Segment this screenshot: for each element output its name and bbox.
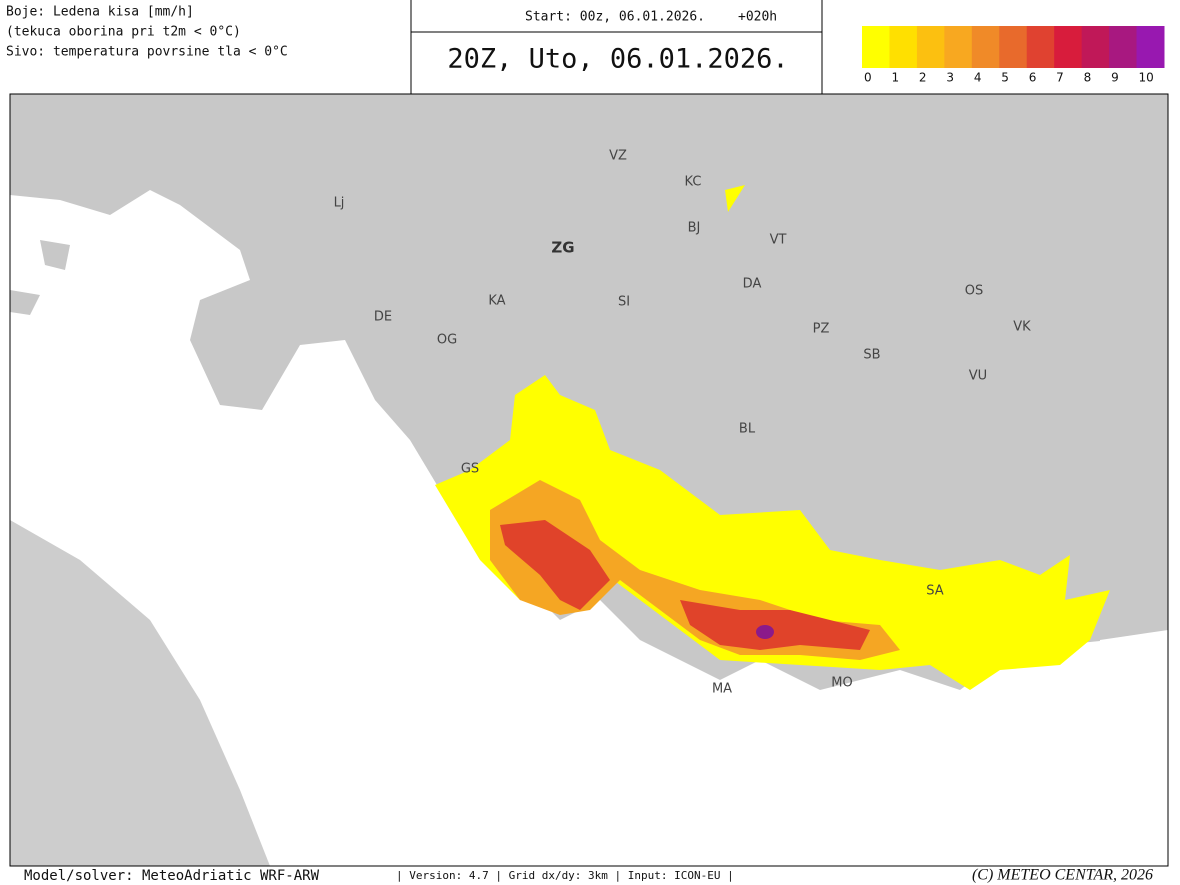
legend-text: Boje: Ledena kisa [mm/h] <box>6 5 194 20</box>
color-step <box>1026 26 1055 68</box>
place-label: SB <box>863 348 880 363</box>
color-step <box>971 26 1000 68</box>
lead-time: +020h <box>738 10 777 25</box>
place-label: Lj <box>334 196 345 211</box>
color-step <box>999 26 1028 68</box>
land <box>10 520 270 866</box>
precip-area <box>435 375 1110 690</box>
precip-area <box>725 185 745 212</box>
place-label: VT <box>770 233 787 248</box>
colorbar-label: 7 <box>1056 71 1064 85</box>
place-label: PZ <box>813 322 830 337</box>
place-label: VZ <box>609 149 627 164</box>
place-label: OG <box>437 333 457 348</box>
colorbar-label: 5 <box>1001 71 1009 85</box>
start-time: Start: 00z, 06.01.2026. <box>525 10 705 25</box>
color-step <box>944 26 973 68</box>
model-info: Model/solver: MeteoAdriatic WRF-ARW <box>24 868 320 884</box>
color-step <box>889 26 918 68</box>
place-label: OS <box>965 284 983 299</box>
color-step <box>862 26 890 68</box>
place-label: BL <box>739 422 756 437</box>
colorbar-label: 9 <box>1111 71 1119 85</box>
colorbar-label: 6 <box>1029 71 1037 85</box>
land <box>10 240 70 315</box>
legend-text: (tekuca oborina pri t2m < 0°C) <box>6 25 241 40</box>
precip-area <box>500 520 870 650</box>
color-step <box>1054 26 1083 68</box>
place-label: SA <box>926 584 943 599</box>
colorbar-label: 3 <box>946 71 954 85</box>
colorbar-label: 8 <box>1084 71 1092 85</box>
colorbar-label: 2 <box>919 71 927 85</box>
legend-text: Sivo: temperatura povrsine tla < 0°C <box>6 45 288 60</box>
place-label: SI <box>618 295 630 310</box>
place-label: VU <box>969 369 987 384</box>
place-label: MO <box>831 676 852 691</box>
color-step <box>1136 26 1165 68</box>
place-label: VK <box>1013 320 1031 335</box>
place-label: KA <box>488 294 505 309</box>
map-frame <box>9 93 1169 867</box>
precip-area <box>756 625 774 639</box>
place-label: KC <box>685 175 702 190</box>
colorbar: 0 1 2 3 4 5 6 7 8 9 10 <box>862 26 1165 85</box>
place-label: DE <box>374 310 392 325</box>
color-step <box>916 26 945 68</box>
valid-time: 20Z, Uto, 06.01.2026. <box>447 44 788 75</box>
place-label: DA <box>743 277 762 292</box>
place-label: MA <box>712 682 732 697</box>
colorbar-label: 1 <box>891 71 899 85</box>
place-label: ZG <box>551 239 574 257</box>
copyright: (C) METEO CENTAR, 2026 <box>972 867 1153 884</box>
colorbar-label: 10 <box>1139 71 1154 85</box>
sea <box>10 190 1168 866</box>
colorbar-label: 4 <box>974 71 982 85</box>
sea <box>1090 630 1168 866</box>
place-label: BJ <box>688 221 701 236</box>
place-label: GS <box>461 462 479 477</box>
color-step <box>1109 26 1138 68</box>
color-step <box>1081 26 1110 68</box>
map: Lj ZG VZ KC BJ VT KA SI DA OS VK DE OG P… <box>9 93 1169 867</box>
model-details: | Version: 4.7 | Grid dx/dy: 3km | Input… <box>396 869 734 882</box>
colorbar-label: 0 <box>864 71 872 85</box>
